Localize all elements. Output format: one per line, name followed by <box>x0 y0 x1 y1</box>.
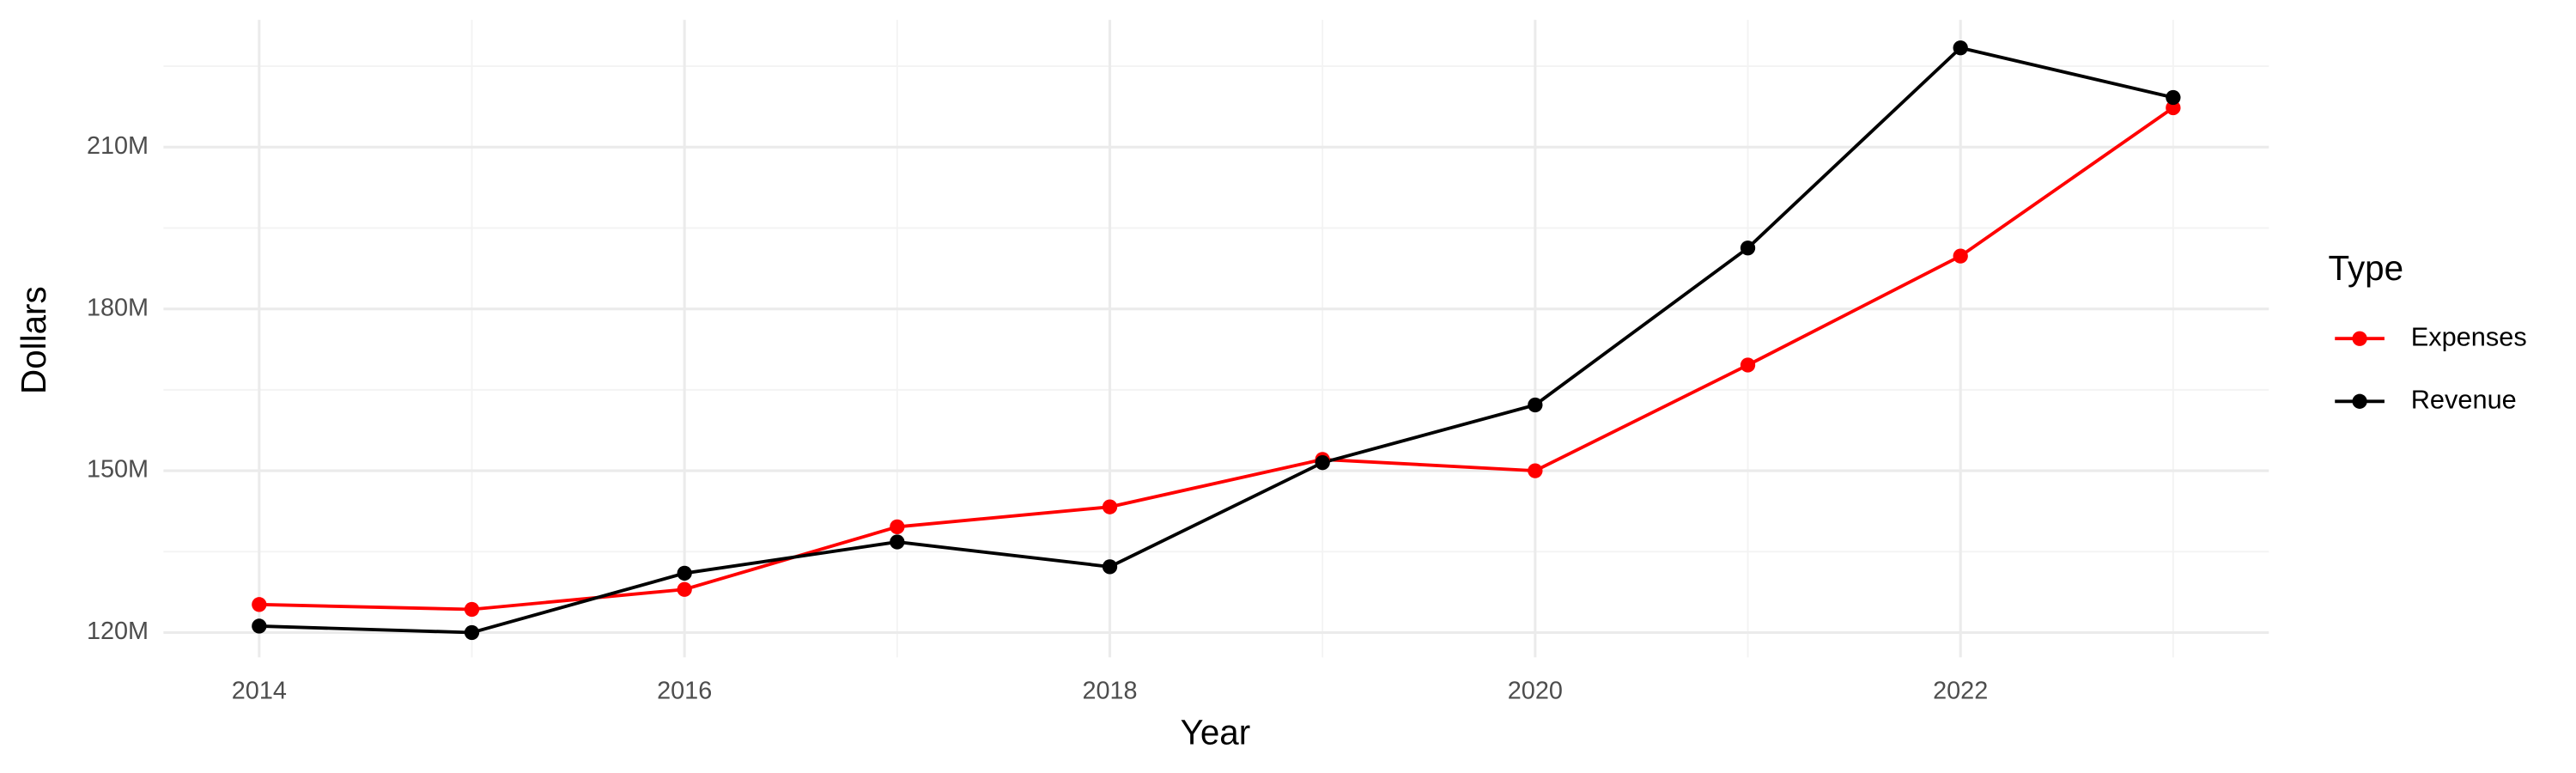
data-point <box>1740 357 1756 373</box>
data-point <box>890 519 905 535</box>
data-point <box>1528 397 1543 413</box>
legend-label: Expenses <box>2411 321 2527 351</box>
data-point <box>464 601 480 618</box>
data-point <box>1315 455 1330 471</box>
y-tick-label: 150M <box>87 456 149 484</box>
data-point <box>1740 240 1756 256</box>
data-point <box>1528 463 1543 478</box>
data-point <box>2166 89 2181 106</box>
x-tick-label: 2014 <box>232 677 287 704</box>
data-point <box>464 624 480 641</box>
legend-key-point <box>2352 331 2367 346</box>
data-point <box>677 565 692 581</box>
data-point <box>890 534 905 550</box>
x-axis-title: Year <box>1181 712 1251 752</box>
y-tick-label: 120M <box>87 618 149 645</box>
x-tick-label: 2016 <box>657 677 712 704</box>
data-point <box>1102 559 1118 575</box>
legend-key-point <box>2352 393 2367 409</box>
x-tick-label: 2020 <box>1508 677 1563 704</box>
data-point <box>677 581 692 597</box>
y-tick-label: 210M <box>87 132 149 160</box>
data-point <box>252 597 267 612</box>
data-point <box>1102 499 1118 514</box>
y-axis-title: Dollars <box>14 286 53 394</box>
data-point <box>1953 248 1968 264</box>
legend-title: Type <box>2329 248 2404 288</box>
data-point <box>252 618 267 634</box>
y-tick-label: 180M <box>87 294 149 321</box>
series-line <box>258 106 2174 612</box>
legend-label: Revenue <box>2411 384 2517 414</box>
x-tick-label: 2018 <box>1082 677 1137 704</box>
data-point <box>1953 40 1968 56</box>
data-point <box>2166 100 2181 116</box>
series-line <box>258 46 2174 635</box>
x-tick-label: 2022 <box>1933 677 1988 704</box>
